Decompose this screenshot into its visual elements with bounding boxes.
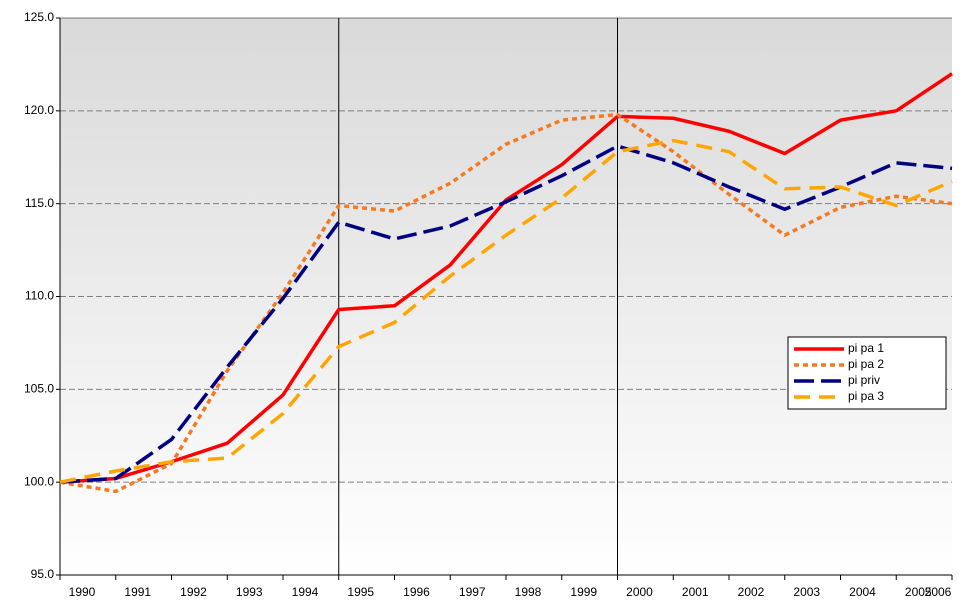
x-tick-label: 2002: [738, 585, 765, 599]
x-tick-label: 1998: [515, 585, 542, 599]
x-tick-label: 1996: [403, 585, 430, 599]
y-tick-label: 100.0: [24, 474, 54, 488]
x-tick-label: 2004: [849, 585, 876, 599]
x-tick-label: 1991: [124, 585, 151, 599]
x-tick-label: 1997: [459, 585, 486, 599]
x-tick-label: 2005: [905, 585, 932, 599]
series-line: [59, 112, 953, 494]
y-tick-label: 105.0: [24, 382, 54, 396]
x-tick-label: 2001: [682, 585, 709, 599]
y-tick-label: 125.0: [24, 10, 54, 24]
y-tick-label: 95.0: [31, 567, 55, 581]
x-tick-label: 1990: [69, 585, 96, 599]
y-tick-label: 115.0: [25, 196, 54, 210]
x-tick-label: 2003: [793, 585, 820, 599]
legend-label: pi pa 2: [848, 357, 884, 371]
x-tick-label: 1999: [570, 585, 597, 599]
legend-label: pi priv: [848, 373, 880, 387]
y-tick-label: 120.0: [24, 103, 54, 117]
x-tick-label: 1994: [292, 585, 319, 599]
legend-label: pi pa 1: [848, 341, 884, 355]
x-tick-label: 1992: [180, 585, 207, 599]
x-tick-label: 2000: [626, 585, 653, 599]
y-tick-label: 110.0: [25, 289, 54, 303]
x-tick-label: 2006: [925, 585, 952, 599]
x-tick-label: 1995: [347, 585, 374, 599]
x-tick-label: 1993: [236, 585, 263, 599]
series-line: [59, 144, 953, 484]
series-line: [59, 138, 953, 484]
legend-label: pi pa 3: [848, 389, 884, 403]
